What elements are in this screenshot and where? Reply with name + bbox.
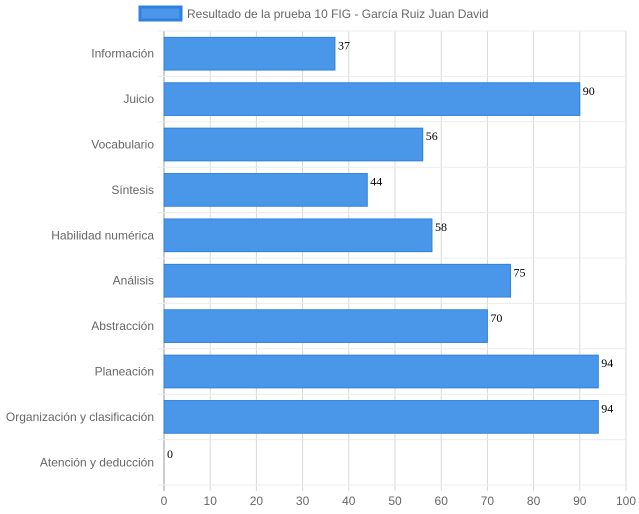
bar bbox=[163, 400, 599, 434]
value-label: 94 bbox=[601, 356, 613, 370]
x-tick-label: 90 bbox=[573, 494, 587, 508]
legend-label: Resultado de la prueba 10 FIG - García R… bbox=[187, 7, 489, 21]
bar bbox=[163, 36, 336, 71]
value-label: 70 bbox=[490, 311, 502, 325]
x-tick-label: 80 bbox=[527, 494, 541, 508]
bars bbox=[163, 36, 599, 434]
x-tick-label: 40 bbox=[342, 494, 356, 508]
category-label: Análisis bbox=[113, 274, 154, 288]
value-label: 75 bbox=[514, 265, 526, 279]
x-tick-label: 50 bbox=[388, 494, 402, 508]
x-tick-label: 0 bbox=[161, 494, 168, 508]
bar bbox=[163, 127, 424, 162]
category-label: Organización y clasificación bbox=[6, 410, 154, 424]
category-label: Abstracción bbox=[91, 319, 154, 333]
value-label: 56 bbox=[426, 129, 438, 143]
category-label: Atención y deducción bbox=[40, 455, 154, 469]
value-label: 37 bbox=[338, 38, 350, 52]
legend[interactable]: Resultado de la prueba 10 FIG - García R… bbox=[138, 5, 489, 22]
category-label: Información bbox=[91, 47, 154, 61]
category-label: Síntesis bbox=[111, 183, 154, 197]
x-axis-ticks: 0 10 20 30 40 50 60 70 80 90 100 bbox=[161, 494, 637, 508]
x-tick-label: 10 bbox=[204, 494, 218, 508]
category-label: Planeación bbox=[95, 365, 154, 379]
bar bbox=[163, 263, 511, 298]
value-label: 58 bbox=[435, 220, 447, 234]
x-tick-label: 100 bbox=[616, 494, 636, 508]
category-label: Juicio bbox=[123, 92, 154, 106]
value-label: 0 bbox=[167, 447, 173, 461]
value-label: 94 bbox=[601, 402, 613, 416]
category-label: Vocabulario bbox=[91, 138, 154, 152]
value-labels: 37 90 56 44 58 75 70 94 94 0 bbox=[167, 38, 613, 461]
value-label: 44 bbox=[370, 175, 382, 189]
value-label: 90 bbox=[583, 84, 595, 98]
bar bbox=[163, 354, 599, 389]
bar bbox=[163, 82, 581, 116]
category-label: Habilidad numérica bbox=[51, 228, 154, 242]
bar bbox=[163, 218, 433, 253]
category-labels: Información Juicio Vocabulario Síntesis Habi… bbox=[6, 47, 154, 470]
legend-swatch bbox=[138, 5, 183, 22]
bar bbox=[163, 173, 368, 207]
bar bbox=[163, 309, 488, 343]
x-tick-label: 30 bbox=[296, 494, 310, 508]
x-tick-label: 20 bbox=[250, 494, 264, 508]
x-tick-label: 60 bbox=[435, 494, 449, 508]
x-tick-label: 70 bbox=[481, 494, 495, 508]
